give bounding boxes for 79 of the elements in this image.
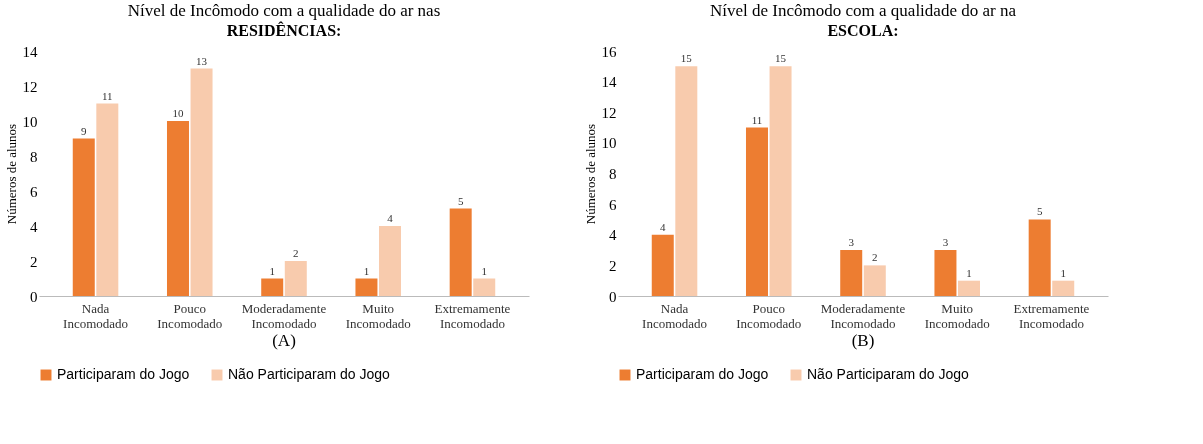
y-tick-label: 2 xyxy=(609,257,617,274)
bar xyxy=(1052,280,1075,296)
y-tick-label: 0 xyxy=(30,288,38,305)
y-tick-label: 12 xyxy=(22,78,38,95)
y-tick-label: 4 xyxy=(609,227,617,244)
data-label: 13 xyxy=(196,54,208,67)
chart-title: Nível de Incômodo com a qualidade do ar na xyxy=(710,1,1017,20)
bar xyxy=(958,280,981,296)
data-label: 4 xyxy=(660,220,667,233)
data-label: 3 xyxy=(942,236,949,249)
bar xyxy=(449,208,472,296)
data-label: 1 xyxy=(481,264,487,277)
bar xyxy=(379,226,402,296)
legend-label: Participaram do Jogo xyxy=(636,366,769,382)
data-label: 5 xyxy=(457,194,464,207)
y-tick-label: 6 xyxy=(30,183,38,200)
bar xyxy=(190,68,213,296)
y-tick-label: 10 xyxy=(601,135,617,152)
x-tick-label: Pouco Incomodado xyxy=(157,300,223,331)
bar xyxy=(284,261,307,296)
chart-subtitle: ESCOLA: xyxy=(827,22,899,39)
y-tick-label: 2 xyxy=(30,253,38,270)
x-tick-label: Moderadamente Incomodado xyxy=(241,300,327,331)
legend-label: Não Participaram do Jogo xyxy=(228,366,391,382)
legend-label: Não Participaram do Jogo xyxy=(807,366,970,382)
data-label: 15 xyxy=(775,52,787,65)
x-tick-label: Muito Incomodado xyxy=(924,300,990,331)
y-tick-label: 14 xyxy=(22,43,38,60)
y-tick-label: 12 xyxy=(601,104,617,121)
y-axis-title: Números de alunos xyxy=(582,123,598,225)
y-tick-label: 10 xyxy=(22,113,38,130)
chart-title: Nível de Incômodo com a qualidade do ar nas xyxy=(127,1,441,20)
bar xyxy=(769,66,792,296)
data-label: 11 xyxy=(102,89,113,102)
data-label: 10 xyxy=(172,107,184,119)
chart-subtitle: RESIDÊNCIAS: xyxy=(226,21,342,39)
y-tick-label: 8 xyxy=(30,148,38,165)
bar xyxy=(96,103,119,296)
text: (B) xyxy=(851,331,875,350)
data-label: 15 xyxy=(680,52,693,65)
data-label: 5 xyxy=(1036,205,1043,218)
x-tick-label: Nada Incomodado xyxy=(63,300,129,331)
y-tick-label: 0 xyxy=(609,288,617,305)
y-tick-label: 6 xyxy=(609,196,617,213)
bar xyxy=(840,250,863,296)
data-label: 11 xyxy=(751,113,763,126)
bar xyxy=(934,250,957,296)
x-tick-label: Pouco Incomodado xyxy=(736,300,802,331)
y-tick-label: 14 xyxy=(601,74,617,91)
data-label: 1 xyxy=(269,264,275,277)
data-label: 3 xyxy=(848,236,855,249)
data-label: 1 xyxy=(363,264,370,277)
data-label: 2 xyxy=(872,251,878,264)
y-tick-label: 4 xyxy=(30,218,38,235)
legend-label: Participaram do Jogo xyxy=(57,366,190,382)
y-tick-label: 8 xyxy=(609,166,617,182)
bar xyxy=(863,265,886,296)
bar xyxy=(675,66,698,296)
bar xyxy=(473,278,496,296)
data-label: 4 xyxy=(387,212,394,224)
y-tick-label: 16 xyxy=(601,43,617,60)
data-label: 2 xyxy=(293,247,299,259)
x-tick-label: Muito Incomodado xyxy=(345,300,411,331)
bar xyxy=(745,127,768,296)
x-tick-label: Moderadamente Incomodado xyxy=(820,300,906,331)
bar xyxy=(651,234,674,296)
bar xyxy=(166,121,189,296)
data-label: 1 xyxy=(1060,266,1066,279)
bar xyxy=(72,138,95,296)
data-label: 9 xyxy=(81,124,88,137)
text: (A) xyxy=(272,331,296,350)
x-tick-label: Extremamente Incomodado xyxy=(1013,300,1090,331)
bar xyxy=(1028,219,1051,296)
bar xyxy=(261,278,284,296)
y-axis-title: Números de alunos xyxy=(3,123,19,225)
x-tick-label: Nada Incomodado xyxy=(642,300,708,331)
bar xyxy=(355,278,378,296)
x-tick-label: Extremamente Incomodado xyxy=(434,300,511,331)
data-label: 1 xyxy=(966,266,972,279)
